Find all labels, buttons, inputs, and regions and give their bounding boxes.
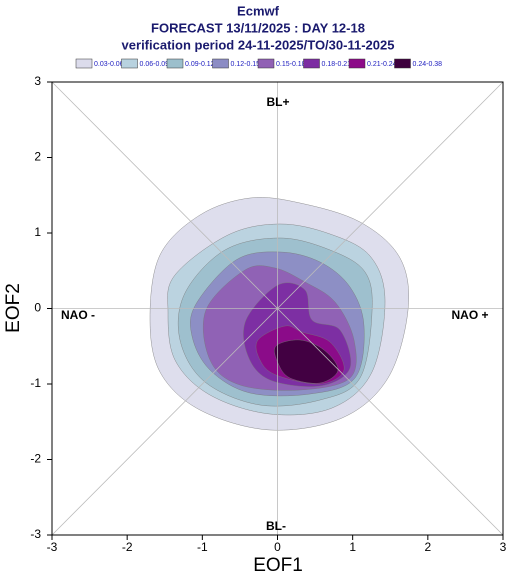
y-axis-label: EOF2 [3, 283, 24, 333]
legend-swatch [394, 58, 411, 69]
x-tick-label: -3 [47, 540, 58, 554]
x-tick-label: 3 [500, 540, 507, 554]
y-tick-label: 3 [34, 74, 41, 88]
contour-region [274, 339, 339, 384]
legend-swatch [303, 58, 320, 69]
legend-label: 0.06-0.09 [140, 61, 170, 68]
y-tick-label: 2 [34, 150, 41, 164]
legend-swatch [75, 58, 93, 69]
x-tick-label: 2 [424, 540, 431, 554]
legend-swatch [212, 58, 229, 69]
chart-subtitle: FORECAST 13/11/2025 : DAY 12-18 [151, 20, 365, 35]
y-tick-label: 0 [34, 301, 41, 315]
annotation: NAO - [61, 308, 95, 322]
x-tick-label: -2 [122, 540, 133, 554]
chart-subtitle: verification period 24-11-2025/TO/30-11-… [122, 37, 395, 52]
x-tick-label: 1 [349, 540, 356, 554]
legend-swatch [166, 58, 184, 69]
y-tick-label: 1 [34, 225, 41, 239]
annotation: BL+ [266, 95, 289, 109]
legend-label: 0.15-0.18 [276, 61, 306, 68]
legend-swatch [348, 58, 366, 69]
x-tick-label: -1 [197, 540, 208, 554]
y-tick-label: -1 [30, 376, 41, 390]
annotation: NAO + [451, 308, 488, 322]
chart-title: Ecmwf [237, 3, 280, 18]
annotation: BL- [266, 519, 286, 533]
y-tick-label: -2 [30, 452, 41, 466]
legend-label: 0.03-0.06 [94, 61, 124, 68]
legend-label: 0.21-0.24 [367, 61, 397, 68]
legend-label: 0.18-0.21 [322, 61, 352, 68]
legend-swatch [121, 58, 138, 69]
legend-label: 0.24-0.38 [413, 61, 443, 68]
x-axis-label: EOF1 [253, 555, 303, 576]
x-tick-label: 0 [274, 540, 281, 554]
legend-swatch [257, 58, 275, 69]
legend-label: 0.12-0.15 [231, 61, 261, 68]
y-tick-label: -3 [30, 527, 41, 541]
legend-label: 0.09-0.12 [185, 61, 215, 68]
